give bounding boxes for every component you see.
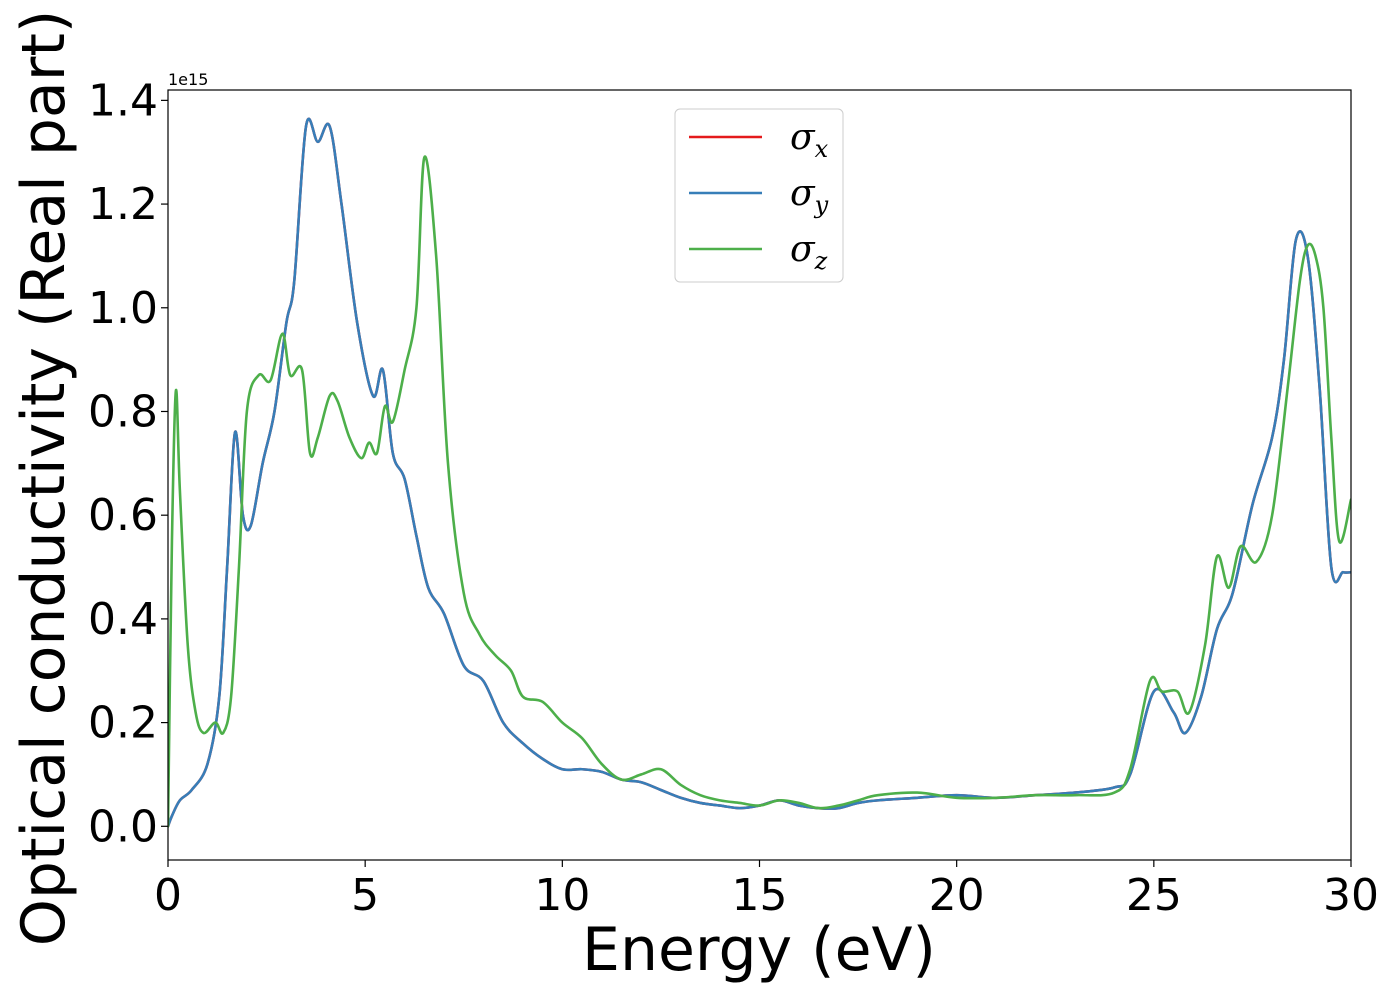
y-tick-label: 0.0 bbox=[88, 801, 158, 852]
x-tick-label: 30 bbox=[1323, 870, 1379, 921]
x-tick-label: 15 bbox=[732, 870, 788, 921]
y-ticks: 0.0 0.2 0.4 0.6 0.8 1.0 1.2 1.4 bbox=[88, 75, 168, 852]
x-tick-label: 25 bbox=[1126, 870, 1182, 921]
x-tick-label: 5 bbox=[351, 870, 379, 921]
y-tick-label: 0.8 bbox=[88, 386, 158, 437]
x-tick-label: 20 bbox=[929, 870, 985, 921]
x-tick-label: 10 bbox=[534, 870, 590, 921]
y-tick-label: 1.4 bbox=[88, 75, 158, 126]
y-tick-label: 1.0 bbox=[88, 283, 158, 334]
x-ticks: 0 5 10 15 20 25 30 bbox=[154, 860, 1379, 921]
y-tick-label: 0.4 bbox=[88, 594, 158, 645]
x-axis-label: Energy (eV) bbox=[582, 915, 936, 985]
series-layer bbox=[168, 117, 1351, 828]
y-tick-label: 0.6 bbox=[88, 490, 158, 541]
x-tick-label: 0 bbox=[154, 870, 182, 921]
y-axis-label: Optical conductivity (Real part) bbox=[9, 10, 79, 947]
y-tick-label: 0.2 bbox=[88, 698, 158, 749]
legend-frame bbox=[674, 108, 844, 283]
y-offset-label: 1e15 bbox=[168, 70, 208, 89]
series-line-z bbox=[168, 155, 1351, 828]
y-tick-label: 1.2 bbox=[88, 179, 158, 230]
